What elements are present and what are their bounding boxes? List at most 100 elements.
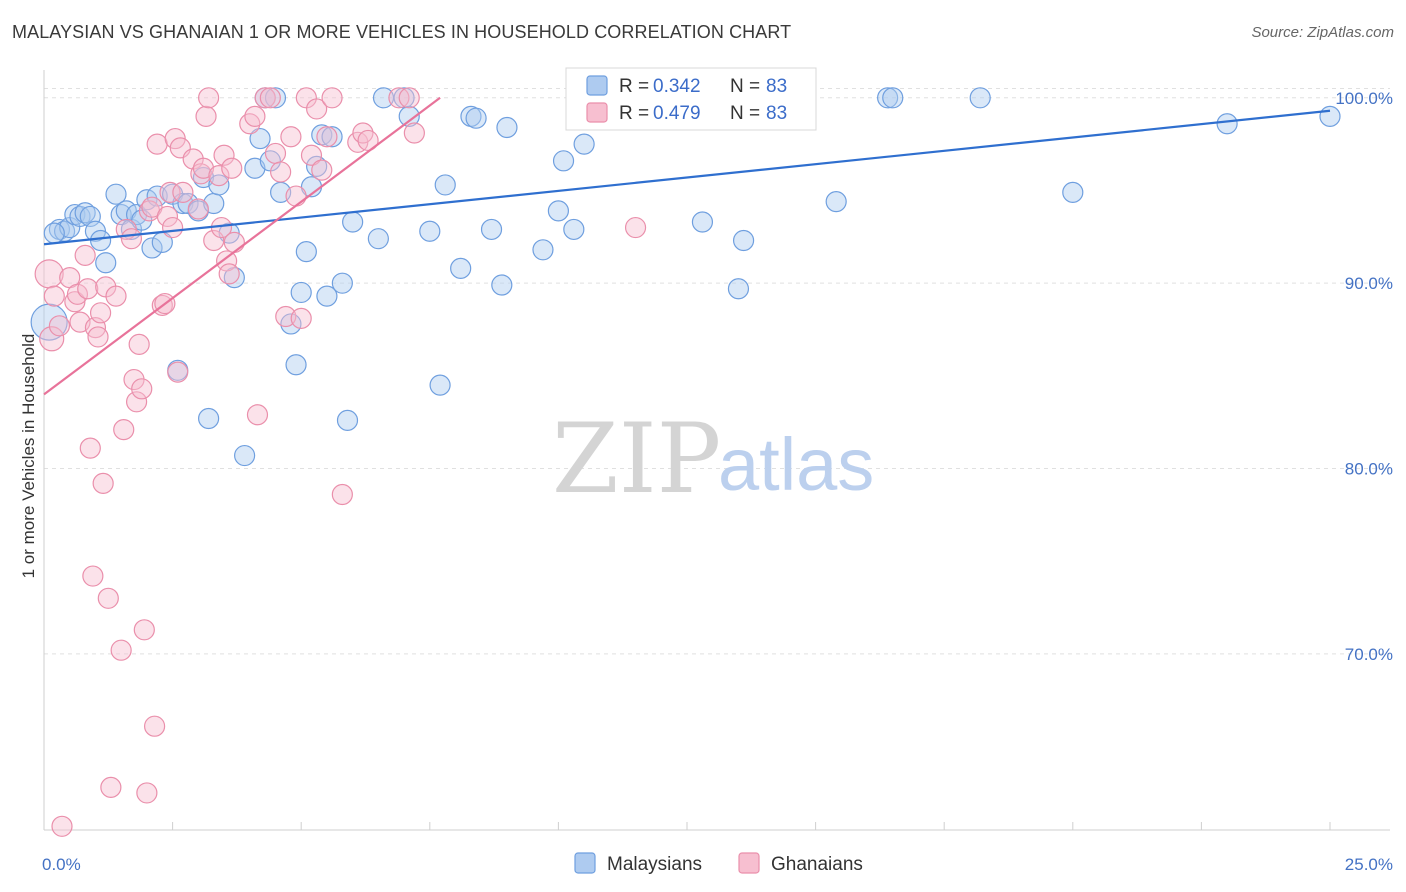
ghanaian-point-4 xyxy=(51,815,73,837)
ghanaian-point-19 xyxy=(100,776,122,798)
ghanaian-point-24 xyxy=(120,228,143,250)
ghanaian-point-29 xyxy=(133,619,155,641)
ghanaian-point-74 xyxy=(321,87,343,109)
malaysian-point-56 xyxy=(429,374,451,396)
malaysian-point-78 xyxy=(969,87,991,109)
ghanaian-point-61 xyxy=(254,87,276,109)
ghanaian-trendline xyxy=(43,96,441,396)
malaysian-point-49 xyxy=(336,409,359,431)
ghanaian-point-33 xyxy=(143,715,166,737)
legend-n-value-malaysian: 83 xyxy=(766,76,787,97)
malaysian-point-76 xyxy=(877,87,899,109)
ghanaian-point-0 xyxy=(34,259,64,289)
ghanaian-point-65 xyxy=(275,305,297,328)
legend-r-label-ghanaian: R = xyxy=(619,103,649,124)
ghanaian-point-48 xyxy=(195,105,217,127)
malaysian-point-47 xyxy=(321,126,343,148)
series-legend: Malaysians Ghanaians xyxy=(574,852,863,875)
y-tick-label-3: 100.0% xyxy=(1335,89,1393,108)
chart-title: MALAYSIAN VS GHANAIAN 1 OR MORE VEHICLES… xyxy=(12,22,792,42)
malaysian-trendline xyxy=(43,109,1331,246)
y-tick-label-2: 90.0% xyxy=(1345,274,1393,293)
ghanaian-point-64 xyxy=(270,161,292,183)
malaysian-point-82 xyxy=(43,222,65,244)
ghanaian-point-70 xyxy=(300,144,323,166)
ghanaian-points xyxy=(34,87,647,837)
ghanaian-point-62 xyxy=(259,87,281,109)
ghanaian-point-80 xyxy=(398,87,420,109)
malaysian-point-71 xyxy=(691,211,714,233)
ghanaian-point-2 xyxy=(43,285,65,307)
ghanaian-point-43 xyxy=(172,181,194,203)
ghanaian-point-66 xyxy=(280,126,302,148)
malaysian-point-55 xyxy=(419,220,441,242)
ghanaian-point-67 xyxy=(285,185,307,207)
malaysian-point-62 xyxy=(491,274,513,296)
malaysian-point-42 xyxy=(295,241,317,263)
ghanaian-point-63 xyxy=(264,142,287,165)
malaysian-point-34 xyxy=(249,127,271,150)
ghanaian-point-46 xyxy=(190,163,212,185)
ghanaian-point-15 xyxy=(89,302,112,324)
ghanaian-point-39 xyxy=(162,216,184,239)
malaysian-point-24 xyxy=(177,192,199,215)
malaysian-point-63 xyxy=(496,116,518,139)
legend-r-value-ghanaian: 0.479 xyxy=(653,103,701,124)
legend-swatch-malaysian xyxy=(586,75,608,96)
series-legend-label-malaysians: Malaysians xyxy=(607,854,702,875)
malaysian-point-58 xyxy=(450,257,472,279)
stats-legend: R = 0.342 N = 83 R = 0.479 N = 83 xyxy=(565,67,817,131)
malaysian-point-54 xyxy=(398,105,420,127)
malaysian-point-27 xyxy=(198,407,220,430)
ghanaian-point-82 xyxy=(624,216,647,239)
ghanaian-point-47 xyxy=(192,157,215,179)
ghanaian-point-32 xyxy=(141,196,163,218)
malaysian-point-33 xyxy=(244,157,266,179)
ghanaian-point-1 xyxy=(39,326,65,352)
series-legend-label-ghanaians: Ghanaians xyxy=(771,854,863,875)
malaysian-point-9 xyxy=(89,229,112,252)
malaysian-point-79 xyxy=(1062,181,1084,203)
ghanaian-point-55 xyxy=(218,263,240,285)
watermark-atlas: atlas xyxy=(718,423,874,506)
y-tick-labels: 70.0% 80.0% 90.0% 100.0% xyxy=(1335,89,1393,664)
ghanaian-point-71 xyxy=(306,98,328,120)
ghanaian-point-30 xyxy=(136,782,158,804)
malaysian-point-26 xyxy=(192,166,215,189)
ghanaian-point-38 xyxy=(159,181,181,203)
series-legend-swatch-ghanaians xyxy=(738,852,760,874)
ghanaian-point-54 xyxy=(216,250,238,272)
ghanaian-point-73 xyxy=(316,126,338,148)
ghanaian-point-3 xyxy=(48,315,71,337)
malaysian-point-61 xyxy=(480,218,503,241)
malaysian-point-80 xyxy=(1216,113,1238,135)
ghanaian-point-56 xyxy=(221,157,243,179)
malaysian-point-68 xyxy=(573,133,595,155)
axes xyxy=(43,70,1390,831)
x-tick-labels: 0.0% 25.0% xyxy=(42,855,1393,874)
y-tick-label-0: 70.0% xyxy=(1345,645,1393,664)
malaysian-point-75 xyxy=(825,191,847,213)
source-label: Source: ZipAtlas.com xyxy=(1251,24,1394,41)
x-tick-label-0: 0.0% xyxy=(42,855,81,874)
ghanaian-point-26 xyxy=(125,391,148,413)
malaysian-point-32 xyxy=(234,444,256,467)
ghanaian-point-41 xyxy=(167,361,189,383)
ghanaian-point-37 xyxy=(156,205,179,228)
watermark: ZIP atlas xyxy=(552,403,874,515)
malaysian-point-46 xyxy=(316,285,338,307)
malaysian-point-11 xyxy=(105,183,127,205)
ghanaian-point-59 xyxy=(244,105,266,127)
ghanaian-point-51 xyxy=(208,165,230,187)
legend-r-label-malaysian: R = xyxy=(619,76,649,97)
malaysian-point-64 xyxy=(532,239,554,261)
ghanaian-point-16 xyxy=(92,472,114,494)
ghanaian-point-60 xyxy=(246,404,269,426)
ghanaian-point-57 xyxy=(223,231,245,253)
malaysian-point-60 xyxy=(465,107,487,129)
ghanaian-point-9 xyxy=(74,244,96,266)
ghanaian-point-50 xyxy=(203,229,225,252)
series-legend-swatch-malaysians xyxy=(574,852,596,874)
ghanaian-point-53 xyxy=(213,144,235,166)
malaysian-point-48 xyxy=(331,272,353,294)
